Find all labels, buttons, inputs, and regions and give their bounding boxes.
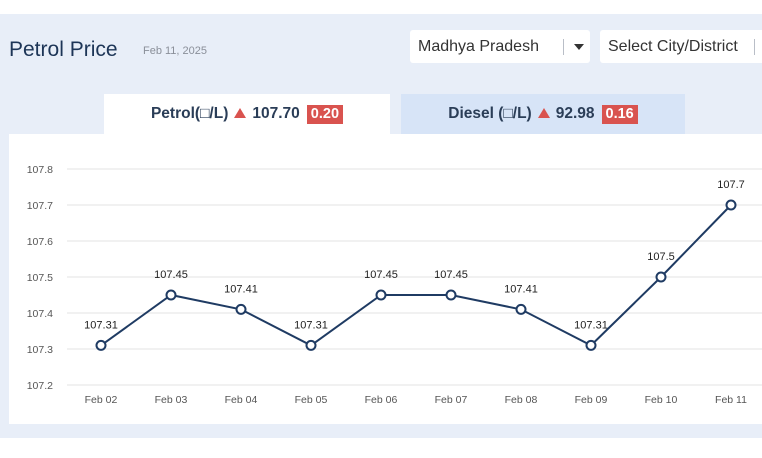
data-point[interactable] [655,271,667,283]
x-tick-label: Feb 06 [365,394,398,406]
city-dropdown-placeholder: Select City/District [608,38,738,55]
data-label: 107.41 [504,283,538,295]
price-up-icon [234,108,247,118]
x-tick-label: Feb 02 [85,394,118,406]
dropdown-separator [563,39,564,55]
y-tick-label: 107.3 [27,344,53,356]
chevron-down-icon[interactable] [574,44,584,50]
price-chart-card: 107.2 107.3 107.4 107.5 107.6 107.7 107.8 Feb 0… [9,134,762,424]
data-point[interactable] [95,339,107,351]
price-line-chart: 107.2 107.3 107.4 107.5 107.6 107.7 107.8 Feb 0… [27,164,762,406]
y-tick-label: 107.4 [27,308,53,320]
state-dropdown[interactable]: Madhya Pradesh [410,30,590,63]
y-tick-label: 107.5 [27,272,53,284]
data-label: 107.45 [434,269,468,281]
tab-petrol-label: Petrol(□/L) [150,105,229,122]
y-tick-label: 107.8 [27,164,53,176]
tab-petrol-change-badge: 0.20 [306,104,344,124]
x-tick-label: Feb 04 [225,394,258,406]
data-point[interactable] [515,303,527,315]
data-label: 107.7 [717,179,745,191]
data-label: 107.31 [294,319,328,331]
page-title: Petrol Price [9,38,118,61]
state-dropdown-value: Madhya Pradesh [418,38,539,55]
x-tick-label: Feb 08 [505,394,538,406]
x-tick-label: Feb 10 [645,394,678,406]
tab-petrol[interactable]: Petrol(□/L) 107.70 0.20 [104,94,390,134]
date-label: Feb 11, 2025 [143,45,208,57]
x-tick-label: Feb 07 [435,394,468,406]
data-label: 107.5 [647,251,675,263]
data-label: 107.31 [84,319,118,331]
data-point[interactable] [305,339,317,351]
data-point[interactable] [165,289,177,301]
data-label: 107.31 [574,319,608,331]
tab-diesel-price: 92.98 [555,105,595,122]
dropdown-separator [754,39,755,55]
tab-diesel[interactable]: Diesel (□/L) 92.98 0.16 [401,94,685,134]
series-line [100,204,732,347]
price-up-icon [537,108,550,118]
data-point[interactable] [585,339,597,351]
data-point[interactable] [235,303,247,315]
x-tick-label: Feb 05 [295,394,328,406]
data-label: 107.45 [364,269,398,281]
tab-diesel-change-badge: 0.16 [601,104,638,124]
data-point[interactable] [725,199,737,211]
data-label: 107.45 [154,269,188,281]
tab-diesel-label: Diesel (□/L) [448,105,532,122]
x-tick-label: Feb 09 [575,394,608,406]
y-tick-label: 107.6 [27,236,53,248]
y-tick-label: 107.7 [27,200,53,212]
tab-petrol-price: 107.70 [252,105,300,122]
x-tick-label: Feb 03 [155,394,188,406]
data-point[interactable] [445,289,457,301]
data-label: 107.41 [224,283,258,295]
city-dropdown[interactable]: Select City/District [600,30,762,63]
y-tick-label: 107.2 [27,380,53,392]
x-tick-label: Feb 11 [715,394,747,406]
data-point[interactable] [375,289,387,301]
